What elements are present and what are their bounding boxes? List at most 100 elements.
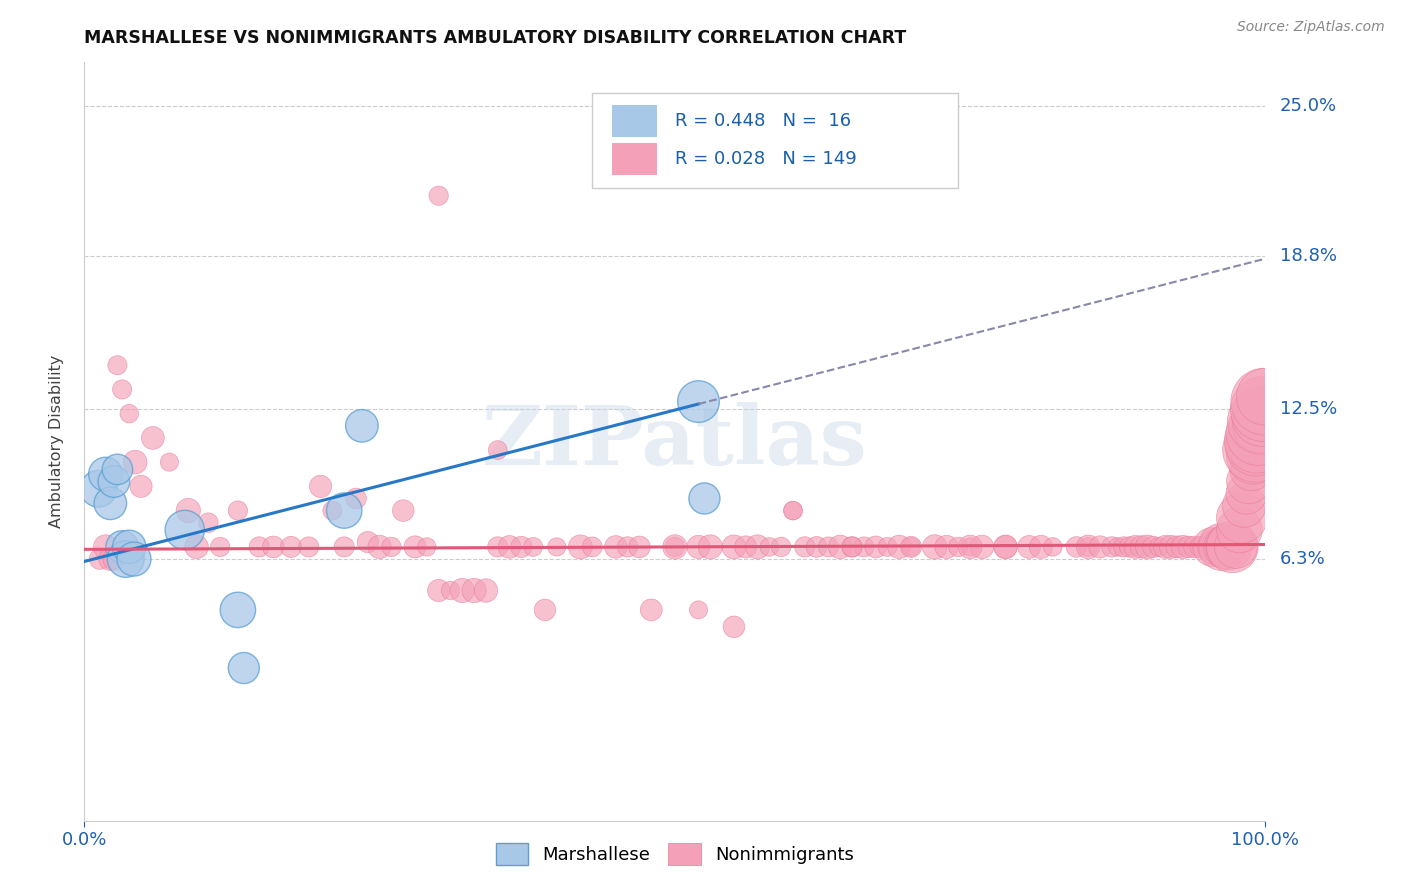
Point (498, 540, 520, 554)
Point (1088, 540, 1111, 554)
Point (1244, 438, 1267, 452)
Point (1118, 540, 1140, 554)
Point (959, 540, 981, 554)
Legend: Marshallese, Nonimmigrants: Marshallese, Nonimmigrants (488, 836, 862, 872)
Point (1233, 499, 1256, 513)
Point (87, 482, 110, 496)
FancyBboxPatch shape (612, 143, 657, 175)
Point (475, 583, 498, 598)
Point (463, 583, 485, 598)
Point (142, 431, 165, 445)
Point (1125, 540, 1147, 554)
Point (664, 540, 686, 554)
Point (900, 540, 922, 554)
Point (1236, 486, 1258, 500)
Point (298, 540, 321, 554)
Point (994, 540, 1017, 554)
Point (129, 479, 152, 493)
Point (1237, 475, 1260, 489)
Point (522, 540, 544, 554)
Point (350, 418, 373, 433)
Point (569, 540, 592, 554)
Text: ZIPatlas: ZIPatlas (482, 401, 868, 482)
Point (770, 540, 793, 554)
Point (994, 540, 1017, 554)
Point (959, 540, 981, 554)
Point (1225, 540, 1247, 554)
Point (830, 540, 852, 554)
Point (232, 661, 254, 675)
Point (1243, 443, 1265, 458)
Point (392, 503, 415, 517)
Point (111, 383, 134, 397)
Point (841, 540, 863, 554)
Text: 18.8%: 18.8% (1279, 247, 1337, 265)
Point (1253, 394, 1275, 409)
Point (321, 503, 343, 517)
Point (344, 491, 367, 506)
Point (1229, 523, 1251, 537)
Text: 12.5%: 12.5% (1279, 400, 1337, 417)
Point (124, 455, 146, 469)
Point (439, 583, 461, 598)
Point (723, 540, 745, 554)
Point (114, 552, 136, 566)
Text: 25.0%: 25.0% (1279, 97, 1337, 115)
Point (628, 540, 651, 554)
Point (1042, 540, 1064, 554)
Point (876, 540, 898, 554)
Point (1077, 540, 1099, 554)
Point (209, 540, 232, 554)
Point (416, 540, 439, 554)
Point (103, 475, 125, 489)
Point (309, 479, 332, 493)
Point (1130, 540, 1153, 554)
Point (107, 462, 129, 476)
Text: R = 0.028   N = 149: R = 0.028 N = 149 (675, 150, 856, 168)
Point (1249, 418, 1271, 433)
Point (889, 540, 911, 554)
Point (333, 540, 356, 554)
Point (94, 540, 117, 554)
Point (688, 540, 710, 554)
Point (157, 455, 180, 469)
Point (1107, 540, 1129, 554)
Point (1101, 540, 1123, 554)
Point (616, 540, 638, 554)
Point (1018, 540, 1040, 554)
Point (688, 394, 710, 409)
Point (357, 535, 380, 549)
Point (900, 540, 922, 554)
Point (94, 467, 117, 482)
Point (817, 540, 839, 554)
Point (1166, 540, 1188, 554)
Text: Source: ZipAtlas.com: Source: ZipAtlas.com (1237, 20, 1385, 34)
Point (197, 516, 219, 530)
Point (688, 603, 710, 617)
Text: 6.3%: 6.3% (1279, 550, 1326, 568)
Point (734, 540, 756, 554)
Point (98, 552, 121, 566)
Point (1246, 434, 1268, 448)
Point (173, 523, 195, 537)
Point (948, 540, 970, 554)
Point (1213, 540, 1236, 554)
Point (118, 540, 141, 554)
Text: MARSHALLESE VS NONIMMIGRANTS AMBULATORY DISABILITY CORRELATION CHART: MARSHALLESE VS NONIMMIGRANTS AMBULATORY … (84, 29, 907, 47)
Point (1177, 540, 1199, 554)
Point (1136, 540, 1159, 554)
Point (111, 540, 134, 554)
Point (280, 540, 302, 554)
Point (486, 540, 509, 554)
Point (333, 503, 356, 517)
Point (380, 540, 402, 554)
Point (970, 540, 993, 554)
Point (758, 540, 780, 554)
FancyBboxPatch shape (592, 93, 959, 187)
Point (1220, 540, 1243, 554)
Point (852, 540, 875, 554)
Point (186, 540, 208, 554)
Point (1240, 462, 1263, 476)
Point (782, 503, 804, 517)
Point (1201, 540, 1223, 554)
